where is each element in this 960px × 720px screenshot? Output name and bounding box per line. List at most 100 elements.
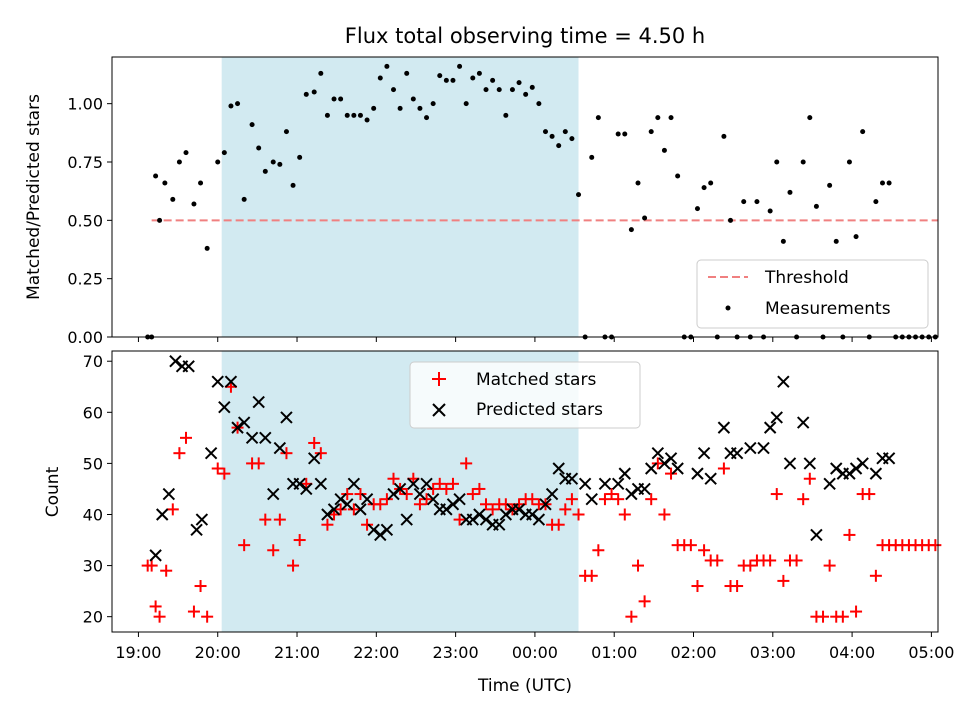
predicted-star-stroke-b bbox=[578, 477, 592, 491]
predicted-star-point bbox=[162, 487, 176, 501]
measurement-point bbox=[324, 112, 330, 118]
matched-star-point bbox=[273, 513, 286, 526]
predicted-star-stroke-b bbox=[190, 523, 203, 537]
predicted-star-point bbox=[565, 472, 579, 485]
measurement-point bbox=[351, 112, 357, 118]
measurement-point bbox=[157, 217, 163, 223]
measurement-point bbox=[437, 73, 443, 79]
matched-star-point bbox=[440, 482, 453, 495]
measurement-point bbox=[290, 182, 296, 188]
predicted-star-stroke-b bbox=[224, 375, 238, 388]
measurement-point bbox=[331, 96, 337, 102]
predicted-star-point bbox=[307, 452, 321, 465]
matched-star-point bbox=[823, 559, 836, 572]
measurement-point bbox=[470, 75, 476, 81]
matched-star-point bbox=[453, 513, 466, 526]
predicted-star-stroke-b bbox=[843, 467, 856, 480]
matched-star-point bbox=[160, 564, 173, 577]
measurement-point bbox=[338, 96, 344, 102]
x-tick-label: 02:00 bbox=[670, 643, 716, 662]
predicted-star-stroke-b bbox=[314, 477, 328, 491]
measurement-point bbox=[721, 133, 727, 139]
predicted-star-stroke-b bbox=[300, 482, 313, 496]
measurement-point bbox=[827, 182, 833, 188]
predicted-star-stroke-b bbox=[849, 462, 863, 475]
predicted-star-stroke-b bbox=[354, 503, 367, 516]
predicted-star-stroke-b bbox=[783, 457, 797, 470]
matched-star-point bbox=[592, 544, 605, 557]
measurement-point bbox=[463, 101, 469, 107]
predicted-star-stroke-b bbox=[360, 492, 374, 506]
measurement-point bbox=[767, 208, 773, 214]
predicted-star-point bbox=[367, 523, 380, 537]
legend-measurements-label: Measurements bbox=[765, 299, 891, 319]
predicted-star-point bbox=[334, 492, 347, 506]
measurement-point bbox=[860, 129, 866, 135]
measurement-point bbox=[270, 159, 276, 165]
predicted-star-point bbox=[843, 467, 856, 480]
predicted-star-point bbox=[512, 503, 526, 516]
predicted-star-stroke-b bbox=[218, 400, 231, 414]
measurement-point bbox=[391, 87, 397, 93]
predicted-star-point bbox=[810, 528, 823, 542]
predicted-star-stroke-b bbox=[440, 503, 453, 516]
predicted-star-stroke-b bbox=[565, 472, 579, 485]
predicted-star-stroke-b bbox=[420, 477, 433, 491]
predicted-star-stroke-b bbox=[664, 452, 678, 465]
predicted-star-point bbox=[691, 467, 704, 480]
matched-star-point bbox=[797, 493, 810, 506]
predicted-star-stroke-b bbox=[830, 462, 843, 475]
matched-star-point bbox=[347, 503, 360, 516]
predicted-star-point bbox=[426, 492, 440, 506]
predicted-star-point bbox=[697, 446, 711, 460]
legend-threshold-label: Threshold bbox=[764, 268, 849, 288]
bottom-y-axis-label: Count bbox=[43, 466, 63, 517]
predicted-star-stroke-b bbox=[770, 411, 783, 424]
measurement-point bbox=[170, 196, 176, 202]
top-legend-box bbox=[696, 259, 929, 329]
predicted-star-point bbox=[341, 498, 354, 511]
top-shaded-interval bbox=[221, 57, 579, 337]
predicted-star-stroke-b bbox=[245, 431, 259, 445]
predicted-star-point bbox=[387, 487, 400, 501]
predicted-star-point bbox=[149, 549, 162, 562]
predicted-star-point bbox=[446, 498, 460, 511]
predicted-star-point bbox=[156, 508, 169, 521]
measurement-point bbox=[162, 180, 168, 186]
legend-measurements-swatch bbox=[725, 305, 731, 311]
predicted-star-stroke-b bbox=[730, 446, 744, 460]
predicted-star-stroke-b bbox=[611, 477, 625, 491]
predicted-star-stroke-b bbox=[407, 477, 420, 491]
measurement-point bbox=[371, 105, 377, 111]
measurement-point bbox=[430, 101, 436, 107]
bottom-y-tick-label: 30 bbox=[83, 557, 103, 576]
chart-title: Flux total observing time = 4.50 h bbox=[345, 24, 705, 48]
predicted-star-stroke-b bbox=[182, 360, 195, 373]
bottom-y-tick-label: 60 bbox=[83, 403, 103, 422]
top-y-tick-label: 0.75 bbox=[67, 153, 103, 172]
predicted-star-point bbox=[882, 452, 896, 465]
predicted-star-point bbox=[354, 503, 367, 516]
predicted-star-stroke-b bbox=[367, 523, 380, 537]
predicted-star-stroke-b bbox=[453, 492, 466, 506]
predicted-star-stroke-b bbox=[697, 446, 711, 460]
predicted-star-stroke-b bbox=[493, 518, 506, 531]
measurement-point bbox=[595, 115, 601, 121]
predicted-star-point bbox=[578, 477, 592, 491]
predicted-star-point bbox=[393, 482, 407, 496]
matched-star-point bbox=[280, 447, 293, 460]
measurement-point bbox=[410, 96, 416, 102]
predicted-star-point bbox=[777, 375, 790, 388]
measurement-point bbox=[204, 245, 210, 251]
predicted-star-point bbox=[231, 421, 244, 434]
measurement-point bbox=[357, 112, 363, 118]
matched-star-point bbox=[211, 462, 224, 475]
predicted-star-stroke-b bbox=[671, 462, 684, 475]
measurement-point bbox=[457, 63, 463, 69]
predicted-star-stroke-b bbox=[426, 492, 440, 506]
measurement-point bbox=[675, 173, 681, 179]
predicted-star-point bbox=[704, 472, 717, 485]
predicted-star-point bbox=[830, 462, 843, 475]
predicted-star-point bbox=[625, 487, 638, 501]
matched-star-point bbox=[427, 482, 440, 495]
